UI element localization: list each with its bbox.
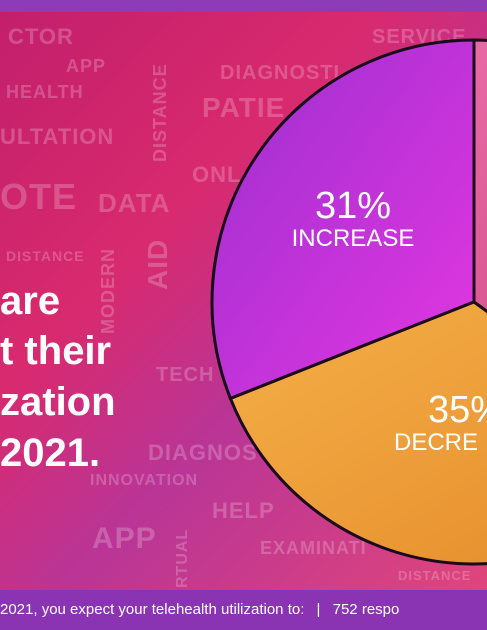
background-word: ONL <box>192 162 242 187</box>
background-word: DATA <box>98 188 171 218</box>
pie-slice-decrease <box>472 38 487 314</box>
pie-slice-increase <box>210 38 476 401</box>
slice-category-label: DECRE <box>394 429 479 456</box>
survey-footer: 2021, you expect your telehealth utiliza… <box>0 590 487 630</box>
background-word: APP <box>92 522 157 555</box>
background-word: CTOR <box>8 24 74 49</box>
background-word: DIAGNOSTI <box>220 62 341 84</box>
background-word: TECH <box>156 364 215 386</box>
pie-slice-other <box>228 300 487 566</box>
background-word: DISTANCE <box>6 248 85 264</box>
slice-category-label: INCREASE <box>291 225 415 252</box>
headline-line: are <box>0 279 61 323</box>
headline-line: t their <box>0 329 112 373</box>
background-word: PATIE <box>202 92 286 123</box>
background-word: EXAMINATI <box>260 538 367 558</box>
headline-line: zation <box>0 380 116 424</box>
top-bar <box>0 0 487 12</box>
footer-separator: | <box>316 601 321 618</box>
response-count: 752 respo <box>332 601 400 618</box>
background-word: DIAGNOS <box>148 440 258 465</box>
slice-label-decrease: 35% DECRE <box>392 390 487 456</box>
background-word: ULTATION <box>0 124 115 149</box>
headline-line: 2021. <box>0 431 101 475</box>
background-word: DISTANCE <box>398 568 472 583</box>
survey-question: 2021, you expect your telehealth utiliza… <box>0 601 305 618</box>
background-word: APP <box>66 56 107 76</box>
slice-label-increase: 31% INCREASE <box>268 186 438 252</box>
background-word: HEALTH <box>6 82 84 102</box>
slice-value-label: 35% <box>428 389 487 431</box>
background-word: INNOVATION <box>90 472 199 489</box>
background-word: HELP <box>212 498 275 523</box>
slice-value-label: 31% <box>314 185 392 227</box>
background-word: OTE <box>0 176 78 217</box>
